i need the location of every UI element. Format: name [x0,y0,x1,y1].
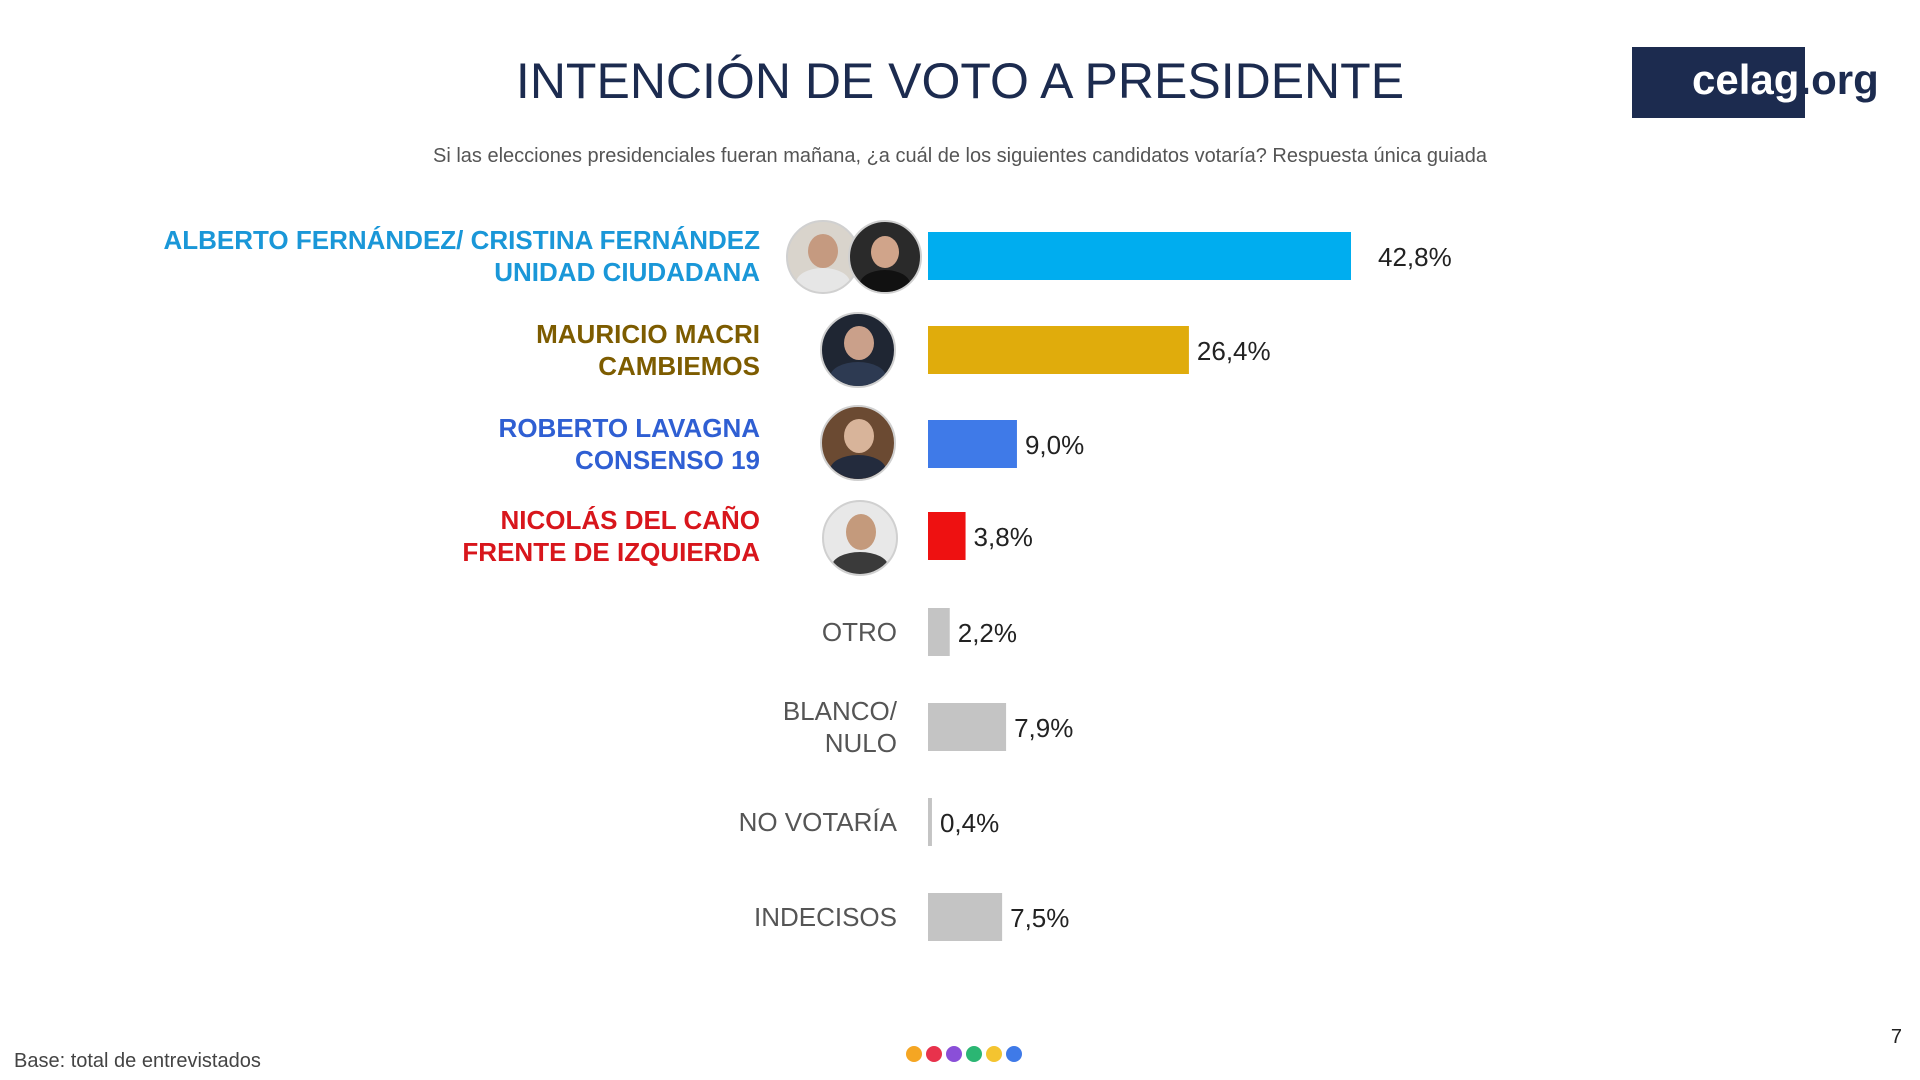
value-label-indecisos: 7,5% [1010,903,1069,933]
bar-blanco [928,703,1007,751]
page-subtitle: Si las elecciones presidenciales fueran … [433,145,1487,167]
portrait-mauricio-macri-icon [820,312,896,388]
brand-dot [906,1046,922,1062]
brand-dot [1006,1046,1022,1062]
category-label-nicolas-del-cano: NICOLÁS DEL CAÑO [500,505,760,535]
category-label-alberto-fernandez-cristina-fernandez: ALBERTO FERNÁNDEZ/ CRISTINA FERNÁNDEZ [163,225,760,255]
category-label-mauricio-macri: MAURICIO MACRI [536,319,760,349]
vote-intention-bar-chart: 42,8% ALBERTO FERNÁNDEZ/ CRISTINA FERNÁND… [163,225,1452,941]
head-shape [808,234,838,268]
brand-dot [946,1046,962,1062]
bar-mauricio-macri [928,326,1189,374]
category-label-roberto-lavagna: ROBERTO LAVAGNA [499,413,761,443]
bar-indecisos [928,893,1003,941]
category-label-frente-de-izquierda: FRENTE DE IZQUIERDA [462,537,760,567]
head-shape [844,419,874,453]
brand-dot [926,1046,942,1062]
bar-no-votaria [928,798,932,846]
value-label-mauricio-macri: 26,4% [1197,336,1271,366]
value-label-alberto-fernandez-cristina-fernandez: 42,8% [1378,242,1452,272]
body-shape [796,268,850,292]
brand-dot [966,1046,982,1062]
bar-nicolas-del-cano [928,512,966,560]
brand-dots [906,1046,1026,1062]
portrait-alberto-fernandez-icon [786,220,860,294]
value-label-blanco: 7,9% [1014,713,1073,743]
page-title: INTENCIÓN DE VOTO A PRESIDENTE [515,53,1405,109]
body-shape [830,455,886,479]
logo-text: celag.org [1632,56,1892,104]
portrait-roberto-lavagna-icon [820,405,896,481]
base-footnote: Base: total de entrevistados [14,1050,261,1072]
bar-alberto-fernandez-cristina-fernandez [928,232,1351,280]
value-label-roberto-lavagna: 9,0% [1025,430,1084,460]
category-label-unidad-ciudadana: UNIDAD CIUDADANA [494,257,760,287]
body-shape [860,270,910,292]
page-number: 7 [1890,1026,1902,1048]
category-label-blanco: BLANCO/ [783,696,898,726]
category-label-cambiemos: CAMBIEMOS [598,351,760,381]
category-label-consenso-19: CONSENSO 19 [575,445,760,475]
value-label-nicolas-del-cano: 3,8% [974,522,1033,552]
portrait-nicolas-del-cano-icon [822,500,898,576]
logo-tld-text: .org [1799,56,1879,103]
brand-dot [986,1046,1002,1062]
head-shape [846,514,876,550]
bar-roberto-lavagna [928,420,1017,468]
category-label-no-votaria: NO VOTARÍA [739,807,898,837]
head-shape [871,236,899,268]
bar-otro [928,608,950,656]
body-shape [832,552,888,574]
value-label-otro: 2,2% [958,618,1017,648]
portrait-cristina-fernandez-icon [848,220,922,294]
body-shape [830,362,886,386]
celag-logo: celag.org [1632,47,1892,119]
value-label-no-votaria: 0,4% [940,808,999,838]
logo-background [1632,47,1805,118]
head-shape [844,326,874,360]
category-label-nulo: NULO [825,728,897,758]
category-label-otro: OTRO [822,617,897,647]
logo-main-text: celag [1692,56,1800,103]
category-label-indecisos: INDECISOS [754,902,897,932]
